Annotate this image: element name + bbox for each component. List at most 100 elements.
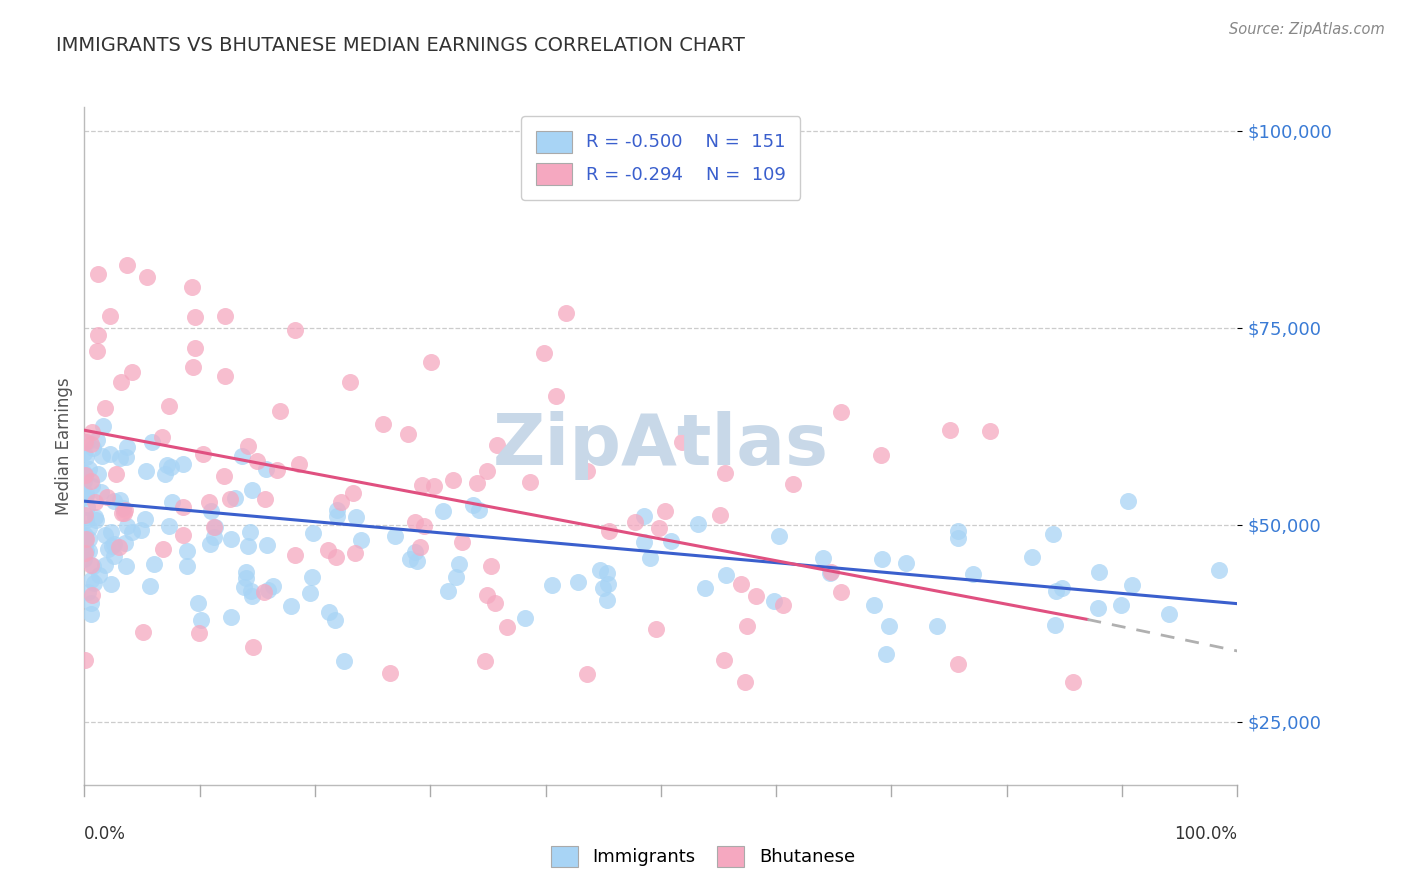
Point xyxy=(93,558,115,572)
Point xyxy=(73,490,96,504)
Point xyxy=(150,430,173,444)
Point xyxy=(325,549,347,564)
Point xyxy=(73,530,96,544)
Point xyxy=(624,516,647,530)
Point xyxy=(176,558,198,573)
Point xyxy=(318,605,340,619)
Point xyxy=(638,550,661,565)
Point xyxy=(693,581,716,595)
Point xyxy=(811,550,834,565)
Point xyxy=(94,401,117,416)
Text: ZipAtlas: ZipAtlas xyxy=(494,411,828,481)
Point xyxy=(596,593,619,607)
Point xyxy=(772,598,794,612)
Point xyxy=(114,535,136,549)
Point xyxy=(114,507,136,521)
Point xyxy=(75,486,97,500)
Point xyxy=(91,450,114,464)
Point xyxy=(378,666,401,681)
Point xyxy=(1118,494,1140,508)
Point xyxy=(100,524,122,539)
Point xyxy=(129,524,152,538)
Point xyxy=(633,535,655,549)
Point xyxy=(100,576,122,591)
Point xyxy=(298,586,321,600)
Point xyxy=(160,495,183,509)
Point xyxy=(709,508,731,522)
Point xyxy=(176,544,198,558)
Point xyxy=(589,563,612,577)
Point xyxy=(734,675,756,690)
Point xyxy=(75,528,97,542)
Point xyxy=(598,524,620,538)
Point xyxy=(76,500,98,514)
Point xyxy=(84,513,107,527)
Point xyxy=(77,521,100,535)
Point xyxy=(256,538,278,552)
Point xyxy=(820,566,842,580)
Point xyxy=(103,493,125,508)
Point xyxy=(110,451,132,466)
Point xyxy=(420,354,443,368)
Point xyxy=(830,404,852,418)
Point xyxy=(75,467,97,482)
Point xyxy=(157,519,180,533)
Point xyxy=(86,433,108,447)
Point xyxy=(202,520,225,534)
Point xyxy=(479,558,502,573)
Point xyxy=(465,475,488,490)
Point xyxy=(73,466,96,480)
Point xyxy=(284,548,307,562)
Point xyxy=(714,567,737,582)
Point xyxy=(266,462,288,476)
Point xyxy=(82,558,104,573)
Point xyxy=(475,588,498,602)
Point xyxy=(927,618,949,632)
Point xyxy=(184,310,207,324)
Point xyxy=(384,529,406,543)
Point xyxy=(98,447,121,461)
Point xyxy=(962,566,984,581)
Point xyxy=(136,269,159,284)
Point xyxy=(79,607,101,622)
Point xyxy=(768,529,790,543)
Point xyxy=(342,485,364,500)
Point xyxy=(76,435,98,450)
Point xyxy=(204,520,226,534)
Point xyxy=(1088,565,1111,579)
Point xyxy=(254,491,277,506)
Point xyxy=(87,467,110,481)
Point xyxy=(477,464,499,478)
Point xyxy=(87,267,110,281)
Point xyxy=(745,589,768,603)
Point xyxy=(330,494,353,508)
Point xyxy=(108,492,131,507)
Point xyxy=(77,585,100,599)
Point xyxy=(80,596,103,610)
Point xyxy=(648,521,671,535)
Point xyxy=(411,478,433,492)
Point xyxy=(191,446,214,460)
Point xyxy=(238,439,260,453)
Point xyxy=(214,469,236,483)
Point xyxy=(80,475,103,489)
Point xyxy=(782,477,804,491)
Point xyxy=(432,504,454,518)
Point xyxy=(246,454,269,468)
Point xyxy=(103,549,125,563)
Point xyxy=(948,531,970,545)
Point xyxy=(1050,581,1073,595)
Point xyxy=(134,512,156,526)
Point xyxy=(96,491,118,505)
Point xyxy=(253,585,276,599)
Point xyxy=(441,473,464,487)
Point xyxy=(200,504,222,518)
Point xyxy=(77,462,100,476)
Point xyxy=(79,532,101,546)
Point xyxy=(142,558,165,572)
Point xyxy=(87,567,110,582)
Point xyxy=(555,305,578,319)
Point xyxy=(84,495,107,509)
Point xyxy=(93,528,115,542)
Point xyxy=(283,323,305,337)
